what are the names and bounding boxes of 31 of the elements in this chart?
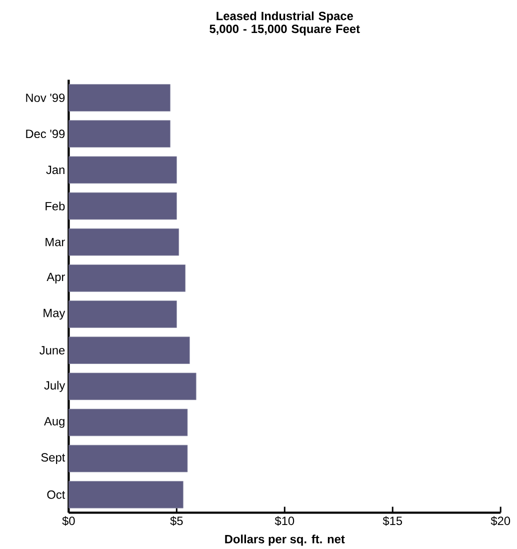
y-tick-label: July [44,380,66,392]
bar [68,444,188,472]
bar [68,264,186,292]
bar [68,480,184,508]
y-tick-label: Oct [47,490,66,499]
y-tick-label: Jan [46,166,65,174]
bar [68,228,180,256]
y-tick-label: Sept [41,453,66,464]
bar [68,372,197,400]
bar [68,408,188,436]
y-tick-label: Dec '99 [26,130,65,138]
y-tick-label: Apr [46,272,66,284]
y-tick-label: Nov '99 [26,94,65,102]
chart-title: Leased Industrial Space 5,000 - 15,000 Square Feet [210,11,360,36]
bar [68,156,178,184]
bar [68,192,178,220]
x-tick-label: $5 [170,516,183,526]
x-tick-label: $0 [62,516,76,526]
y-tick-label: June [40,346,65,354]
y-tick-label: Feb [46,202,65,210]
bar [68,336,190,364]
bar [68,84,171,112]
x-tick-label: $15 [383,516,402,526]
y-tick-label: May [44,308,66,320]
bar [68,120,171,148]
x-tick-label: $20 [491,516,510,526]
x-axis-title: Dollars per sq. ft. net [225,534,345,546]
bar [68,300,178,328]
x-tick-label: $10 [275,516,294,526]
y-tick-label: Aug [44,417,65,428]
y-tick-label: Mar [46,238,66,246]
